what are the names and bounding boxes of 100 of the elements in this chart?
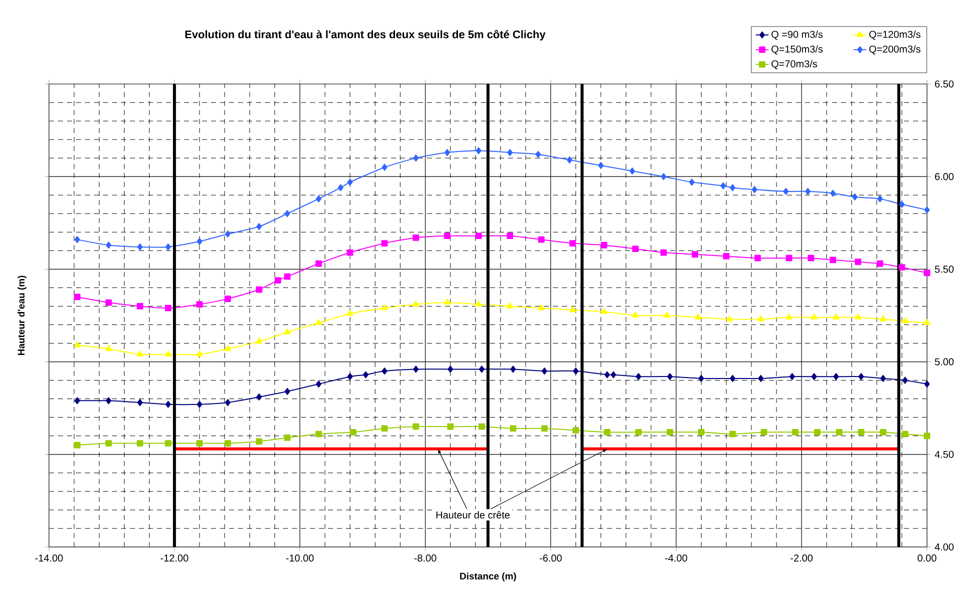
y-tick-label: 5.00 [934, 358, 954, 366]
point [164, 350, 172, 357]
point [413, 154, 419, 162]
point [898, 264, 906, 271]
point [284, 328, 291, 334]
point [858, 373, 864, 380]
point [792, 428, 798, 436]
point [224, 399, 230, 406]
point [535, 150, 541, 158]
point [635, 428, 642, 436]
point [284, 434, 291, 441]
point [542, 368, 548, 375]
point [478, 423, 485, 430]
point [629, 168, 635, 175]
point [698, 428, 704, 436]
point [811, 373, 817, 380]
point [754, 254, 761, 262]
point [880, 428, 886, 436]
point [350, 428, 356, 436]
point [877, 195, 883, 202]
point [381, 240, 388, 246]
point [730, 374, 736, 382]
point [854, 258, 862, 265]
point [667, 373, 673, 380]
point [604, 428, 610, 436]
point [789, 373, 795, 380]
point [726, 315, 733, 322]
point [729, 430, 736, 438]
point [723, 253, 730, 260]
legend-label: Q=70m3/s [772, 60, 818, 70]
x-tick-label: -2.00 [790, 554, 813, 562]
point [412, 300, 420, 307]
x-tick-label: -14.00 [35, 554, 63, 562]
point [164, 304, 172, 312]
point [902, 430, 908, 438]
point [284, 388, 290, 395]
point [899, 200, 905, 208]
point [196, 350, 203, 357]
point [475, 300, 482, 307]
point [598, 162, 604, 169]
point [720, 182, 726, 190]
point [666, 428, 674, 436]
point [106, 397, 112, 404]
point [610, 371, 616, 378]
point [854, 314, 862, 320]
y-tick-label: 4.00 [934, 543, 954, 551]
point [569, 306, 576, 312]
point [444, 298, 451, 305]
point [538, 304, 545, 310]
x-tick-label: -4.00 [665, 554, 688, 562]
point [924, 380, 930, 388]
point [347, 373, 353, 380]
point [136, 440, 144, 446]
point [136, 350, 144, 357]
point [256, 286, 262, 293]
point [730, 184, 736, 192]
point [346, 249, 354, 256]
point [164, 440, 172, 446]
point [196, 238, 202, 245]
point [224, 230, 230, 238]
point [880, 374, 886, 382]
point [805, 188, 811, 195]
point [506, 232, 514, 240]
point [600, 242, 608, 248]
point [413, 366, 419, 373]
point [660, 249, 667, 256]
point [256, 223, 262, 230]
point [698, 374, 704, 382]
point [316, 380, 322, 388]
point [412, 423, 420, 430]
point [783, 188, 789, 195]
point [786, 254, 792, 262]
point [786, 314, 792, 320]
point [74, 294, 80, 300]
point [600, 308, 608, 314]
point [382, 164, 388, 171]
point [137, 243, 143, 250]
point [808, 254, 814, 262]
point [694, 314, 702, 320]
point [136, 303, 144, 310]
point [810, 314, 818, 320]
point [880, 315, 886, 322]
point [224, 345, 232, 351]
point [830, 256, 836, 264]
point [573, 368, 579, 375]
x-tick-label: -6.00 [540, 554, 562, 562]
x-tick-label: -8.00 [414, 554, 436, 562]
point [165, 243, 171, 250]
chart-title: Evolution du tirant d'eau à l'amont des deux seuils de 5m côté Clichy [185, 30, 546, 40]
point [105, 440, 112, 446]
x-tick-label: 0.00 [918, 554, 936, 562]
point [74, 341, 81, 348]
point [362, 371, 368, 378]
point [447, 423, 454, 430]
point [106, 242, 112, 249]
point [636, 373, 642, 380]
point [274, 277, 282, 284]
y-tick-label: 5.50 [934, 266, 954, 273]
point [346, 310, 354, 316]
point [836, 428, 842, 436]
